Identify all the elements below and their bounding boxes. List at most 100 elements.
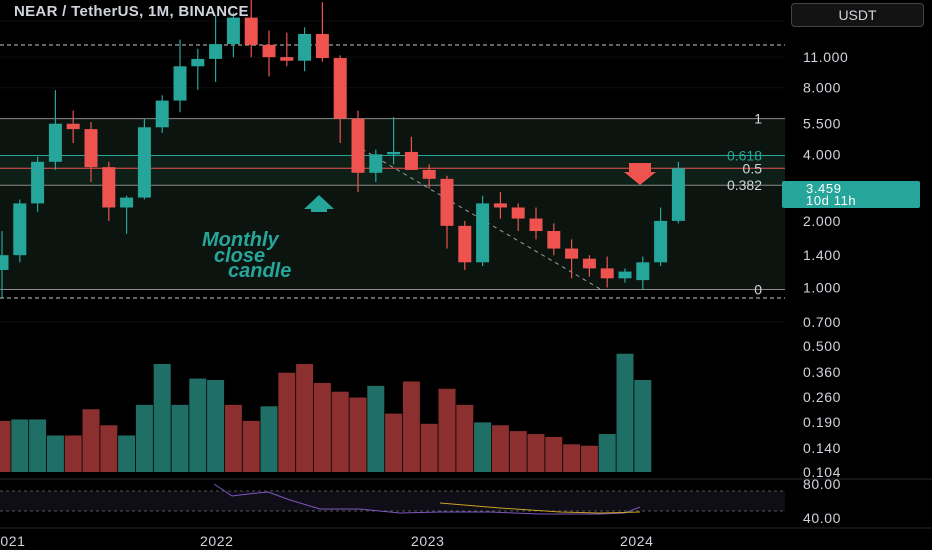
currency-button[interactable]: USDT (791, 3, 924, 27)
price-tick-label: 4.000 (803, 146, 841, 162)
arrow-down-icon (624, 163, 656, 185)
price-tick-label: 1.400 (803, 247, 841, 263)
volume-bar (598, 434, 616, 472)
fib-label-0: 0 (754, 281, 762, 297)
volume-bar (616, 353, 634, 472)
annotation-text: close (214, 245, 265, 267)
candle-body (387, 151, 401, 155)
candle-body (0, 255, 9, 270)
volume-bar (118, 435, 136, 472)
volume-bar (580, 445, 598, 472)
rsi-tick-label: 80.00 (803, 476, 841, 492)
candle-body (600, 268, 614, 279)
candle-body (209, 44, 223, 59)
candle-body (226, 17, 240, 45)
volume-bar (153, 363, 171, 472)
candle-body (102, 167, 116, 208)
candle-body (351, 118, 365, 173)
volume-bar (242, 420, 260, 472)
candle-body (369, 154, 383, 173)
candle-body (476, 203, 490, 263)
candle-body (13, 203, 27, 256)
candle-body (137, 127, 151, 198)
fib-label-1: 1 (754, 111, 762, 127)
volume-bar (420, 423, 438, 472)
price-tick-label: 1.000 (803, 280, 841, 296)
volume-bar (296, 363, 314, 472)
fib-label-0-382: 0.382 (727, 177, 762, 193)
candle-body (582, 258, 596, 269)
candle-body (529, 218, 543, 232)
chart-title: NEAR / TetherUS, 1M, BINANCE (14, 3, 249, 20)
candle-body (458, 225, 472, 263)
price-tick-label: 0.140 (803, 440, 841, 456)
volume-bar (189, 378, 207, 472)
volume-bar (563, 444, 581, 472)
fib-zone (0, 118, 785, 290)
time-tick-label: 2021 (0, 533, 26, 549)
volume-bar (29, 419, 47, 472)
volume-bar (367, 385, 385, 472)
annotation-text: Monthly (202, 229, 280, 251)
rsi-band (0, 491, 785, 511)
candle-body (315, 33, 329, 59)
volume-bar (527, 434, 545, 472)
volume-bar (260, 406, 278, 472)
volume-bar (46, 435, 64, 472)
volume-bar (224, 404, 242, 472)
price-tick-label: 0.104 (803, 464, 841, 480)
current-price-label: 3.459 (806, 181, 842, 196)
candle-body (191, 58, 205, 67)
time-tick-label: 2022 (200, 533, 234, 549)
volume-bar (634, 380, 652, 472)
volume-bar (545, 436, 563, 472)
candle-body (565, 248, 579, 259)
arrow-up-icon (304, 195, 334, 212)
volume-bar (82, 409, 100, 472)
volume-bar (135, 404, 153, 472)
candle-body (173, 66, 187, 101)
volume-bar (313, 382, 331, 472)
candle-body (66, 123, 80, 130)
candle-body (618, 271, 632, 279)
candle-body (262, 44, 276, 58)
price-tick-label: 0.360 (803, 364, 841, 380)
annotation-text: candle (228, 260, 291, 282)
rsi-tick-label: 40.00 (803, 510, 841, 526)
volume-bar (402, 381, 420, 472)
volume-bar (331, 391, 349, 472)
time-tick-label: 2024 (620, 533, 654, 549)
volume-bar (100, 425, 118, 472)
rsi-ma-line (439, 502, 641, 514)
volume-bar (385, 413, 403, 472)
rsi-line (213, 483, 641, 515)
candle-body (298, 33, 312, 61)
price-tick-label: 0.500 (803, 338, 841, 354)
current-price-badge (782, 181, 920, 208)
candle-body (244, 17, 258, 45)
volume-bar (509, 431, 527, 472)
fib-label-0-618: 0.618 (727, 148, 762, 164)
volume-bar (278, 372, 296, 472)
candle-body (120, 197, 134, 208)
candle-body (84, 129, 98, 168)
candle-body (333, 58, 347, 119)
price-tick-label: 5.500 (803, 116, 841, 132)
price-tick-label: 8.000 (803, 80, 841, 96)
price-tick-label: 2.000 (803, 213, 841, 229)
volume-bar (11, 419, 29, 472)
time-tick-label: 2023 (411, 533, 445, 549)
candle-body (511, 207, 525, 219)
candle-body (440, 178, 454, 226)
volume-bar (207, 380, 225, 472)
fib-golden-zone (0, 155, 785, 186)
volume-bar (64, 435, 82, 472)
volume-bar (0, 420, 11, 472)
volume-bar (456, 404, 474, 472)
candle-body (671, 168, 685, 221)
price-tick-label: 11.000 (803, 49, 848, 65)
volume-bar (491, 425, 509, 472)
volume-bar (349, 397, 367, 472)
candle-body (547, 231, 561, 249)
